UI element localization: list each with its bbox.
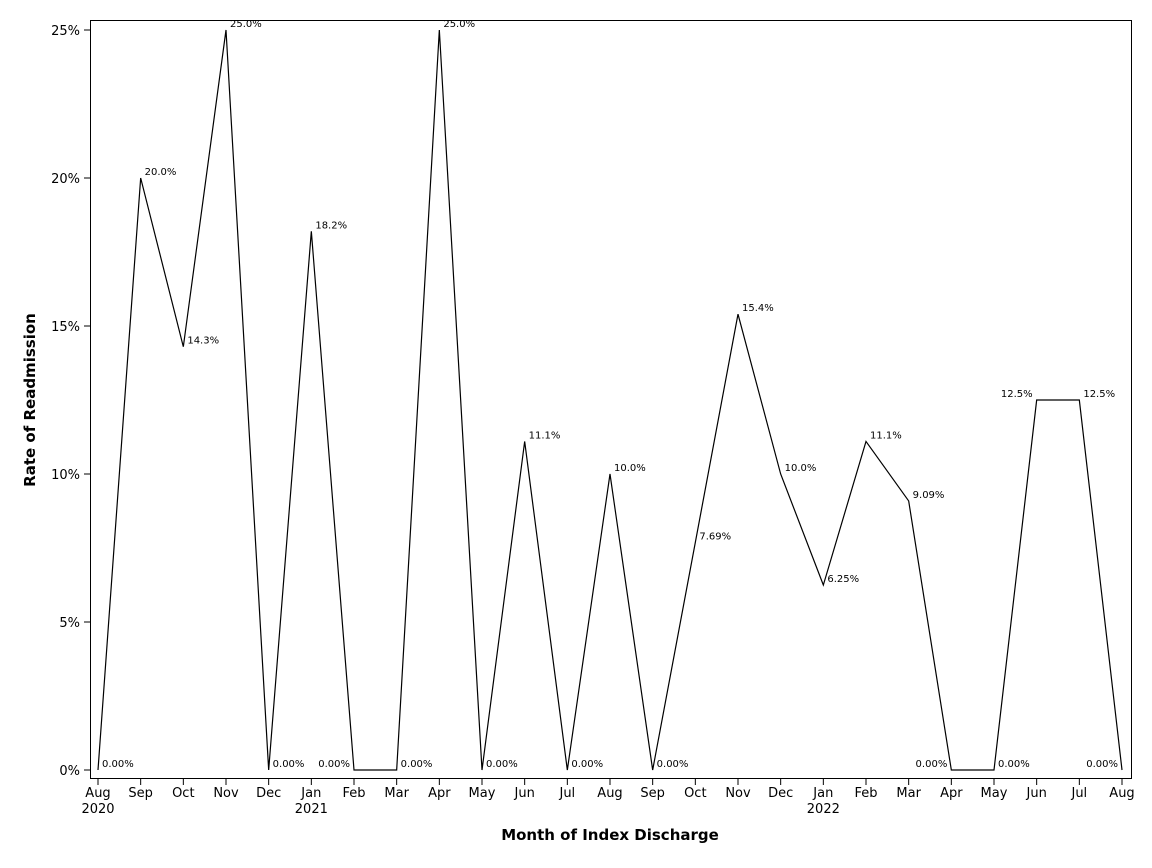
x-tick-label: Sep (640, 786, 665, 801)
x-tick-label: Aug (597, 786, 622, 801)
x-tick-label: May (469, 786, 496, 801)
data-label: 14.3% (187, 336, 219, 347)
x-year-label: 2020 (81, 802, 114, 817)
y-tick-label: 10% (51, 468, 80, 483)
x-year-label: 2021 (295, 802, 328, 817)
data-label: 0.00% (657, 759, 689, 770)
data-label: 18.2% (315, 220, 347, 231)
x-tick-label: Feb (854, 786, 877, 801)
x-tick-label: Dec (256, 786, 281, 801)
x-tick-label: May (981, 786, 1008, 801)
x-tick-label: Nov (725, 786, 751, 801)
x-tick-label: Jun (1026, 786, 1047, 801)
x-tick-label: Jan (812, 786, 833, 801)
data-label: 0.00% (1086, 759, 1118, 770)
y-tick-label: 25% (51, 24, 80, 39)
data-label: 12.5% (1083, 389, 1115, 400)
x-tick-label: Jun (514, 786, 535, 801)
data-label: 0.00% (102, 759, 134, 770)
data-label: 7.69% (699, 531, 731, 542)
x-tick-label: Dec (768, 786, 793, 801)
x-tick-label: Oct (684, 786, 706, 801)
data-label: 0.00% (401, 759, 433, 770)
x-tick-label: Nov (213, 786, 239, 801)
data-label: 15.4% (742, 303, 774, 314)
x-tick-label: Mar (896, 786, 921, 801)
data-label: 0.00% (998, 759, 1030, 770)
x-tick-label: Jan (300, 786, 321, 801)
data-label: 11.1% (870, 430, 902, 441)
y-axis-title: Rate of Readmission (21, 313, 39, 487)
data-label: 10.0% (785, 463, 817, 474)
x-axis-title: Month of Index Discharge (501, 826, 719, 844)
y-tick-label: 5% (59, 616, 80, 631)
x-axis: Aug Sep Oct Nov Dec Jan Feb Mar Apr May Jun Jul Aug S… (81, 779, 1135, 817)
x-tick-label: Feb (342, 786, 365, 801)
data-label: 6.25% (827, 574, 859, 585)
data-labels: 0.00% 20.0% 14.3% 25.0% 0.00% 18.2% 0.00% 0.00%… (102, 19, 1118, 770)
data-label: 9.09% (913, 490, 945, 501)
x-tick-label: Jul (558, 786, 575, 801)
x-tick-label: Sep (128, 786, 153, 801)
y-tick-label: 0% (59, 764, 80, 779)
x-tick-label: Apr (428, 786, 451, 801)
y-tick-label: 20% (51, 172, 80, 187)
x-tick-label: Aug (85, 786, 110, 801)
data-label: 20.0% (145, 167, 177, 178)
data-label: 12.5% (1001, 389, 1033, 400)
data-label: 0.00% (318, 759, 350, 770)
data-label: 0.00% (916, 759, 948, 770)
x-tick-label: Aug (1109, 786, 1134, 801)
data-label: 25.0% (230, 19, 262, 30)
data-label: 11.1% (529, 430, 561, 441)
data-label: 10.0% (614, 463, 646, 474)
readmission-rate-line (97, 29, 1123, 771)
data-label: 0.00% (571, 759, 603, 770)
plot-frame (90, 20, 1132, 779)
data-label: 0.00% (273, 759, 305, 770)
x-tick-label: Apr (940, 786, 963, 801)
y-axis: 0% 5% 10% 15% 20% 25% (51, 24, 90, 779)
x-tick-label: Oct (172, 786, 194, 801)
data-label: 0.00% (486, 759, 518, 770)
x-tick-label: Mar (384, 786, 409, 801)
x-year-label: 2022 (807, 802, 840, 817)
data-label: 25.0% (443, 19, 475, 30)
y-tick-label: 15% (51, 320, 80, 335)
x-tick-label: Jul (1070, 786, 1087, 801)
